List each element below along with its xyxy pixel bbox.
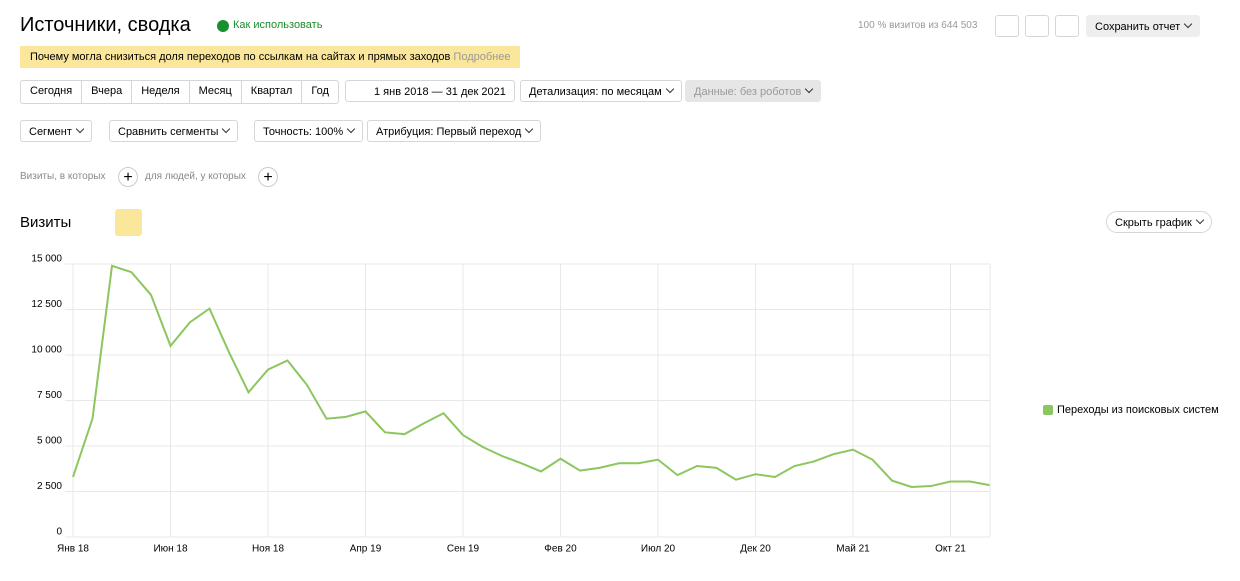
x-tick-label: Июл 20: [641, 544, 676, 555]
y-tick-label: 2 500: [37, 481, 62, 492]
robots-select[interactable]: Данные: без роботов: [685, 80, 822, 102]
save-report[interactable]: Сохранить отчет: [1086, 15, 1201, 37]
line: [72, 264, 990, 488]
y-tick-label: 7 500: [37, 390, 62, 401]
x-tick-label: Сен 19: [447, 544, 480, 555]
y-tick-label: 12 500: [31, 299, 62, 310]
y-tick-label: 10 000: [31, 345, 62, 356]
notice-link[interactable]: Подробнее: [453, 51, 511, 63]
detail-select[interactable]: Детализация: по месяцам: [520, 80, 682, 102]
x-tick-label: Янв 18: [57, 544, 89, 555]
detail-label: Детализация: по месяцам: [529, 86, 662, 98]
line-chart-toggle[interactable]: [115, 209, 142, 236]
save-label: Сохранить отчет: [1095, 21, 1181, 33]
x-tick-label: Фев 20: [544, 544, 577, 555]
history-button[interactable]: [995, 15, 1019, 37]
legend-swatch: [1043, 405, 1053, 415]
period-button[interactable]: Квартал: [242, 81, 303, 103]
x-tick-label: Ноя 18: [252, 544, 285, 555]
y-tick-label: 0: [56, 527, 62, 538]
notice: Почему могла снизиться доля переходов по…: [20, 46, 521, 68]
help-icon: [217, 20, 229, 32]
period-button[interactable]: Месяц: [190, 81, 242, 103]
add-condition[interactable]: +: [118, 167, 138, 187]
legend-label: Переходы из поисковых систем: [1057, 404, 1219, 416]
filter-button[interactable]: Точность: 100%: [254, 120, 364, 142]
visits-info: 100 % визитов из 644 503: [858, 20, 978, 31]
notice-text: Почему могла снизиться доля переходов по…: [30, 51, 451, 63]
hide-chart[interactable]: Скрыть график: [1106, 211, 1212, 233]
period-group: Сегодня Вчера Неделя Месяц Квартал Год: [20, 80, 339, 104]
period-button[interactable]: Вчера: [82, 81, 133, 103]
api-button[interactable]: [1055, 15, 1079, 37]
filter-button[interactable]: Сравнить сегменты: [109, 120, 239, 142]
y-tick-label: 5 000: [37, 436, 62, 447]
segment-text: для людей, у которых: [145, 171, 246, 182]
period-button[interactable]: Сегодня: [21, 81, 83, 103]
hide-chart-label: Скрыть график: [1115, 217, 1192, 229]
x-tick-label: Дек 20: [740, 544, 771, 555]
add-condition[interactable]: +: [258, 167, 278, 187]
x-tick-label: Июн 18: [153, 544, 188, 555]
filter-button[interactable]: Сегмент: [20, 120, 92, 142]
filter-button[interactable]: Атрибуция: Первый переход: [367, 120, 542, 142]
period-button[interactable]: Неделя: [132, 81, 190, 103]
page-title: Источники, сводка: [20, 14, 191, 36]
date-range[interactable]: 1 янв 2018 — 31 дек 2021: [345, 80, 515, 102]
period-button[interactable]: Год: [311, 85, 329, 97]
export-button[interactable]: [1025, 15, 1049, 37]
chart-title: Визиты: [20, 214, 72, 231]
x-tick-label: Май 21: [836, 544, 870, 555]
robots-label: Данные: без роботов: [694, 86, 802, 98]
x-tick-label: Апр 19: [350, 544, 382, 555]
segment-text: Визиты, в которых: [20, 171, 106, 182]
y-tick-label: 15 000: [31, 254, 62, 265]
help-link[interactable]: Как использовать: [233, 19, 323, 31]
x-tick-label: Окт 21: [935, 544, 966, 555]
